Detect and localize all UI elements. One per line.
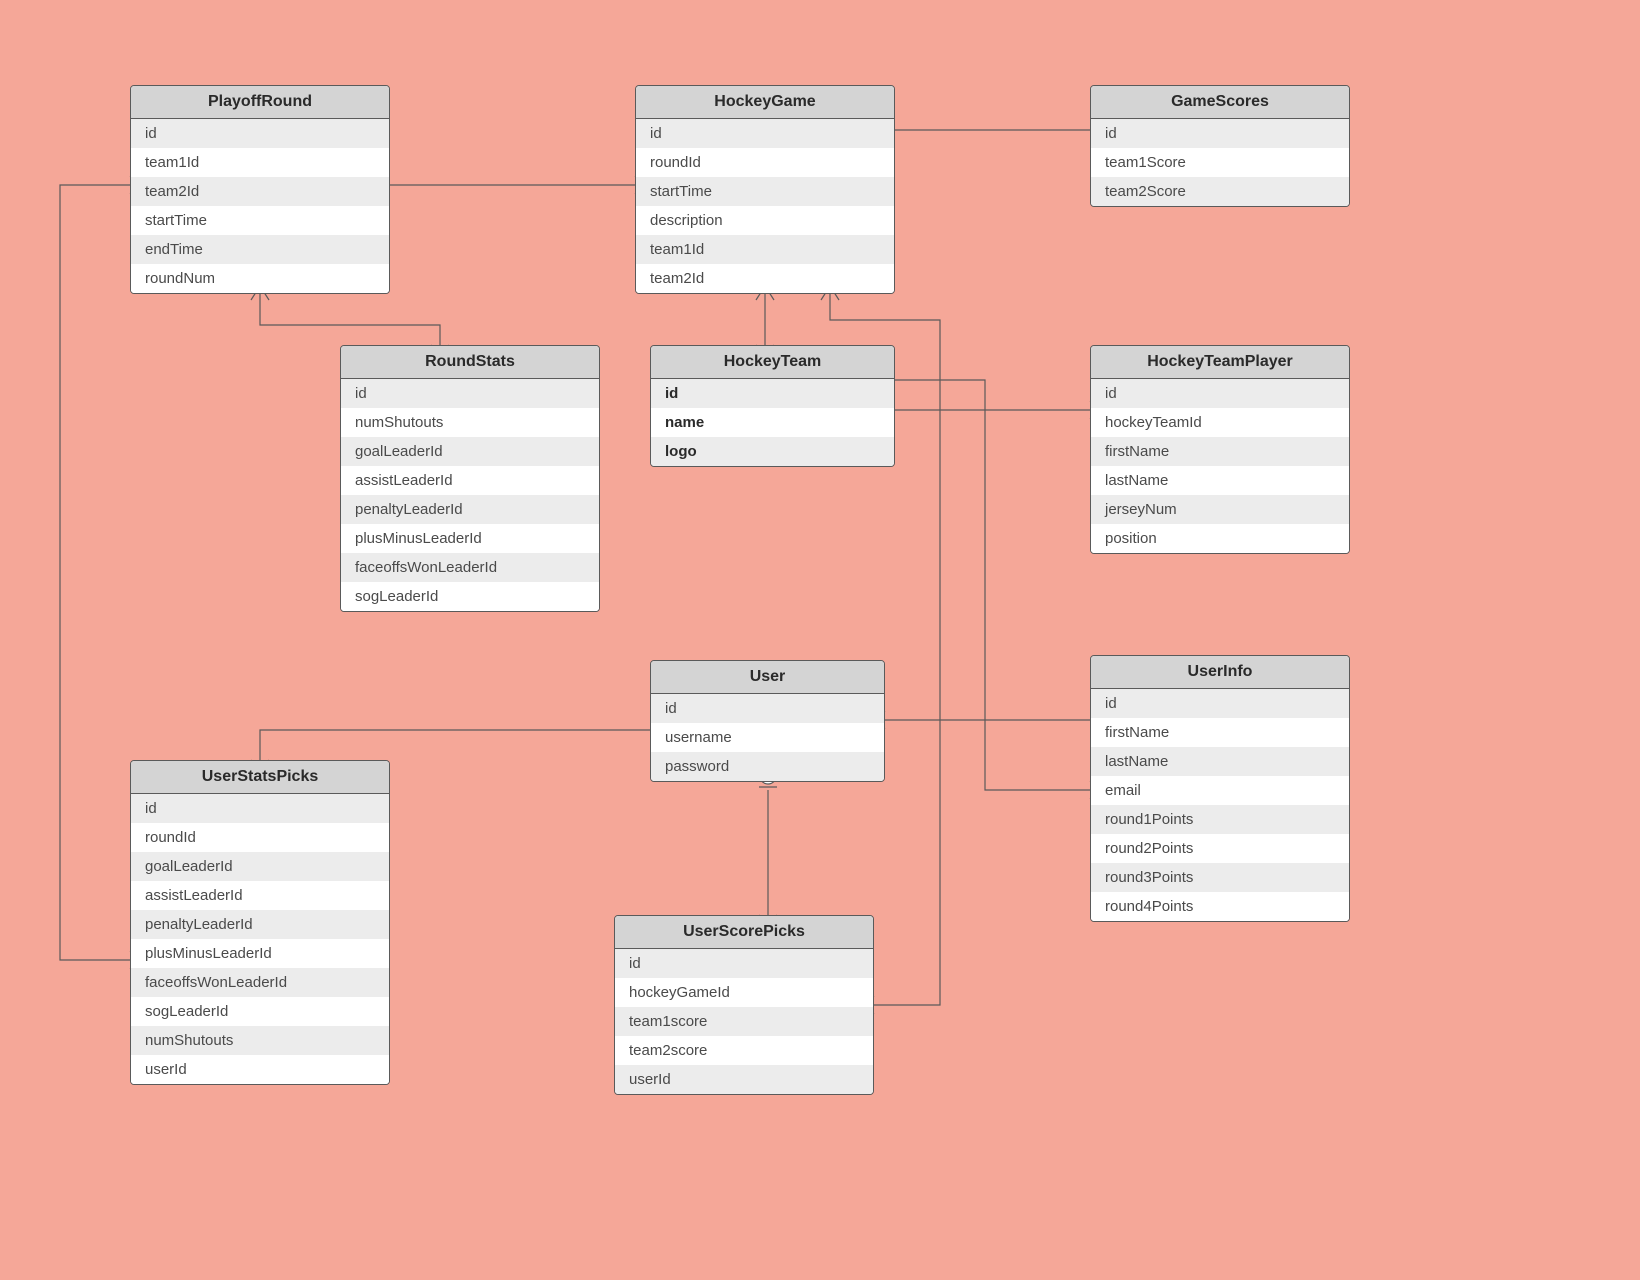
entity-field: roundId: [636, 148, 894, 177]
entity-body: idteam1Idteam2IdstartTimeendTimeroundNum: [131, 119, 389, 293]
entity-gameScores: GameScoresidteam1Scoreteam2Score: [1090, 85, 1350, 207]
entity-field: userId: [615, 1065, 873, 1094]
entity-field: faceoffsWonLeaderId: [131, 968, 389, 997]
entity-header: HockeyTeam: [651, 346, 894, 379]
entity-field: penaltyLeaderId: [131, 910, 389, 939]
entity-field: round2Points: [1091, 834, 1349, 863]
entity-field: team2Id: [636, 264, 894, 293]
entity-field: team2Id: [131, 177, 389, 206]
entity-header: UserInfo: [1091, 656, 1349, 689]
entity-field: round4Points: [1091, 892, 1349, 921]
entity-field: numShutouts: [131, 1026, 389, 1055]
entity-field: sogLeaderId: [131, 997, 389, 1026]
entity-header: UserStatsPicks: [131, 761, 389, 794]
entity-header: GameScores: [1091, 86, 1349, 119]
entity-field: roundNum: [131, 264, 389, 293]
entity-body: idhockeyGameIdteam1scoreteam2scoreuserId: [615, 949, 873, 1094]
entity-userStatsPicks: UserStatsPicksidroundIdgoalLeaderIdassis…: [130, 760, 390, 1085]
entity-field: firstName: [1091, 718, 1349, 747]
entity-userScorePicks: UserScorePicksidhockeyGameIdteam1scorete…: [614, 915, 874, 1095]
entity-header: PlayoffRound: [131, 86, 389, 119]
entity-field: goalLeaderId: [341, 437, 599, 466]
entity-field: username: [651, 723, 884, 752]
entity-body: idusernamepassword: [651, 694, 884, 781]
entity-hockeyTeamPlayer: HockeyTeamPlayeridhockeyTeamIdfirstNamel…: [1090, 345, 1350, 554]
entity-field: lastName: [1091, 466, 1349, 495]
entity-body: idhockeyTeamIdfirstNamelastNamejerseyNum…: [1091, 379, 1349, 553]
entity-body: idroundIdstartTimedescriptionteam1Idteam…: [636, 119, 894, 293]
entity-field: email: [1091, 776, 1349, 805]
entity-field: numShutouts: [341, 408, 599, 437]
entity-body: idfirstNamelastNameemailround1Pointsroun…: [1091, 689, 1349, 921]
entity-roundStats: RoundStatsidnumShutoutsgoalLeaderIdassis…: [340, 345, 600, 612]
entity-body: idnumShutoutsgoalLeaderIdassistLeaderIdp…: [341, 379, 599, 611]
entity-field: position: [1091, 524, 1349, 553]
entity-field: faceoffsWonLeaderId: [341, 553, 599, 582]
entity-field: assistLeaderId: [341, 466, 599, 495]
entity-field: jerseyNum: [1091, 495, 1349, 524]
entity-field: hockeyGameId: [615, 978, 873, 1007]
entity-field: description: [636, 206, 894, 235]
entity-field: penaltyLeaderId: [341, 495, 599, 524]
entity-field: team1Score: [1091, 148, 1349, 177]
entity-field: id: [615, 949, 873, 978]
entity-field: team1Id: [636, 235, 894, 264]
entity-field: id: [131, 794, 389, 823]
entity-header: UserScorePicks: [615, 916, 873, 949]
entity-hockeyTeam: HockeyTeamidnamelogo: [650, 345, 895, 467]
entity-field: lastName: [1091, 747, 1349, 776]
entity-field: name: [651, 408, 894, 437]
entity-field: goalLeaderId: [131, 852, 389, 881]
entity-field: plusMinusLeaderId: [341, 524, 599, 553]
entity-field: userId: [131, 1055, 389, 1084]
entity-field: password: [651, 752, 884, 781]
entity-header: RoundStats: [341, 346, 599, 379]
entity-body: idroundIdgoalLeaderIdassistLeaderIdpenal…: [131, 794, 389, 1084]
entity-field: id: [341, 379, 599, 408]
entity-field: hockeyTeamId: [1091, 408, 1349, 437]
entity-header: HockeyTeamPlayer: [1091, 346, 1349, 379]
entity-field: startTime: [131, 206, 389, 235]
entity-field: id: [651, 379, 894, 408]
entity-header: User: [651, 661, 884, 694]
entity-field: team1score: [615, 1007, 873, 1036]
entity-field: id: [1091, 379, 1349, 408]
entity-field: sogLeaderId: [341, 582, 599, 611]
entity-field: startTime: [636, 177, 894, 206]
entity-field: round1Points: [1091, 805, 1349, 834]
entity-header: HockeyGame: [636, 86, 894, 119]
entity-field: team2score: [615, 1036, 873, 1065]
entity-field: round3Points: [1091, 863, 1349, 892]
entity-hockeyGame: HockeyGameidroundIdstartTimedescriptiont…: [635, 85, 895, 294]
entity-field: plusMinusLeaderId: [131, 939, 389, 968]
entity-field: roundId: [131, 823, 389, 852]
entity-playoffRound: PlayoffRoundidteam1Idteam2IdstartTimeend…: [130, 85, 390, 294]
entity-field: firstName: [1091, 437, 1349, 466]
entity-field: logo: [651, 437, 894, 466]
entity-user: Useridusernamepassword: [650, 660, 885, 782]
entity-field: endTime: [131, 235, 389, 264]
entity-field: assistLeaderId: [131, 881, 389, 910]
entity-field: team2Score: [1091, 177, 1349, 206]
entity-field: team1Id: [131, 148, 389, 177]
entity-field: id: [1091, 689, 1349, 718]
entity-field: id: [651, 694, 884, 723]
entity-body: idnamelogo: [651, 379, 894, 466]
entity-userInfo: UserInfoidfirstNamelastNameemailround1Po…: [1090, 655, 1350, 922]
entity-field: id: [636, 119, 894, 148]
entity-field: id: [1091, 119, 1349, 148]
entity-body: idteam1Scoreteam2Score: [1091, 119, 1349, 206]
entity-field: id: [131, 119, 389, 148]
